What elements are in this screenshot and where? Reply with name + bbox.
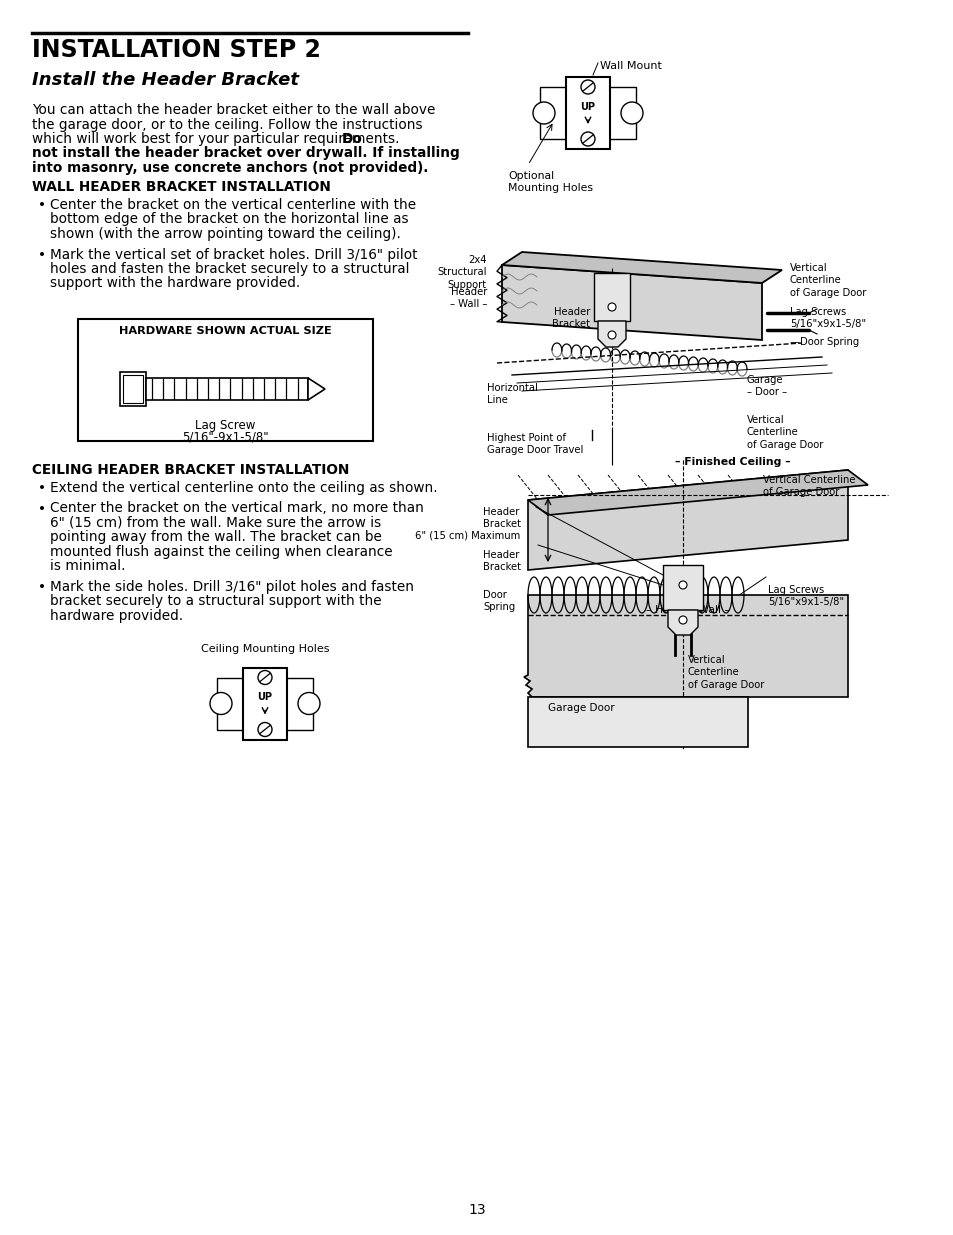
Text: – Header Wall –: – Header Wall –	[645, 605, 729, 615]
Text: not install the header bracket over drywall. If installing: not install the header bracket over dryw…	[32, 147, 459, 161]
Text: You can attach the header bracket either to the wall above: You can attach the header bracket either…	[32, 103, 435, 117]
Bar	[527, 697, 747, 747]
Text: Vertical
Centerline
of Garage Door: Vertical Centerline of Garage Door	[687, 655, 763, 690]
Bar	[243, 667, 287, 740]
Text: 6" (15 cm) Maximum: 6" (15 cm) Maximum	[415, 530, 519, 540]
Circle shape	[607, 303, 616, 311]
Polygon shape	[501, 266, 761, 340]
Text: Header
– Wall –: Header – Wall –	[449, 287, 486, 310]
Bar	[120, 372, 146, 406]
Polygon shape	[598, 321, 625, 347]
Text: Highest Point of
Garage Door Travel: Highest Point of Garage Door Travel	[486, 433, 583, 456]
Bar	[78, 319, 373, 441]
Text: support with the hardware provided.: support with the hardware provided.	[50, 277, 300, 290]
Text: Header
Bracket: Header Bracket	[482, 550, 520, 572]
Text: Vertical
Centerline
of Garage Door: Vertical Centerline of Garage Door	[789, 263, 865, 298]
Text: 13: 13	[468, 1203, 485, 1216]
Circle shape	[580, 80, 595, 94]
Text: Ceiling Mounting Holes: Ceiling Mounting Holes	[200, 643, 329, 653]
Text: is minimal.: is minimal.	[50, 559, 126, 573]
Text: the garage door, or to the ceiling. Follow the instructions: the garage door, or to the ceiling. Foll…	[32, 117, 422, 131]
Polygon shape	[501, 252, 781, 283]
Text: •: •	[38, 501, 46, 515]
Text: INSTALLATION STEP 2: INSTALLATION STEP 2	[32, 38, 320, 62]
Text: Extend the vertical centerline onto the ceiling as shown.: Extend the vertical centerline onto the …	[50, 480, 437, 495]
Bar	[539, 86, 636, 140]
Text: Vertical
Centerline
of Garage Door: Vertical Centerline of Garage Door	[746, 415, 822, 450]
Text: shown (with the arrow pointing toward the ceiling).: shown (with the arrow pointing toward th…	[50, 227, 400, 241]
Text: Header
Bracket: Header Bracket	[482, 508, 520, 530]
Text: Center the bracket on the vertical centerline with the: Center the bracket on the vertical cente…	[50, 198, 416, 212]
Text: Lag Screws
5/16"x9x1-5/8": Lag Screws 5/16"x9x1-5/8"	[789, 308, 865, 330]
Text: into masonry, use concrete anchors (not provided).: into masonry, use concrete anchors (not …	[32, 161, 428, 175]
Bar	[662, 564, 702, 610]
Text: CEILING HEADER BRACKET INSTALLATION: CEILING HEADER BRACKET INSTALLATION	[32, 463, 349, 477]
Text: •: •	[38, 480, 46, 495]
Bar	[216, 678, 313, 730]
Circle shape	[257, 671, 272, 684]
Polygon shape	[523, 595, 847, 697]
Text: Lag Screws
5/16"x9x1-5/8": Lag Screws 5/16"x9x1-5/8"	[767, 585, 843, 608]
Text: Header
Bracket: Header Bracket	[552, 308, 589, 330]
Text: which will work best for your particular requirements.: which will work best for your particular…	[32, 132, 403, 146]
Text: Horizontal
Line: Horizontal Line	[486, 383, 537, 405]
Text: Optional
Mounting Holes: Optional Mounting Holes	[507, 170, 593, 194]
Circle shape	[257, 722, 272, 736]
Text: hardware provided.: hardware provided.	[50, 609, 183, 622]
Text: Garage Door: Garage Door	[547, 703, 614, 713]
Text: bracket securely to a structural support with the: bracket securely to a structural support…	[50, 594, 381, 609]
Text: Do: Do	[341, 132, 362, 146]
Bar	[565, 77, 609, 149]
Text: Mark the vertical set of bracket holes. Drill 3/16" pilot: Mark the vertical set of bracket holes. …	[50, 247, 417, 262]
Text: WALL HEADER BRACKET INSTALLATION: WALL HEADER BRACKET INSTALLATION	[32, 180, 331, 194]
Polygon shape	[527, 471, 867, 515]
Bar	[123, 375, 143, 403]
Text: 6" (15 cm) from the wall. Make sure the arrow is: 6" (15 cm) from the wall. Make sure the …	[50, 516, 381, 530]
Text: Install the Header Bracket: Install the Header Bracket	[32, 70, 298, 89]
Text: 2x4
Structural
Support: 2x4 Structural Support	[437, 254, 486, 290]
Polygon shape	[308, 378, 325, 400]
Text: HARDWARE SHOWN ACTUAL SIZE: HARDWARE SHOWN ACTUAL SIZE	[119, 326, 332, 336]
Text: – Finished Ceiling –: – Finished Ceiling –	[675, 457, 790, 467]
Circle shape	[297, 693, 319, 715]
Polygon shape	[667, 610, 698, 635]
Text: UP: UP	[257, 693, 273, 703]
Text: •: •	[38, 580, 46, 594]
Text: pointing away from the wall. The bracket can be: pointing away from the wall. The bracket…	[50, 531, 381, 545]
Circle shape	[580, 132, 595, 146]
Text: Wall Mount: Wall Mount	[599, 61, 661, 70]
Text: •: •	[38, 247, 46, 262]
Bar	[594, 273, 629, 321]
Text: Door
Spring: Door Spring	[482, 590, 515, 613]
Circle shape	[679, 580, 686, 589]
Text: UP: UP	[579, 103, 595, 112]
Text: Lag Screw: Lag Screw	[195, 419, 255, 432]
Text: holes and fasten the bracket securely to a structural: holes and fasten the bracket securely to…	[50, 262, 409, 275]
Circle shape	[607, 331, 616, 338]
Text: Center the bracket on the vertical mark, no more than: Center the bracket on the vertical mark,…	[50, 501, 423, 515]
Circle shape	[679, 616, 686, 624]
Text: Garage
– Door –: Garage – Door –	[746, 375, 786, 398]
Circle shape	[620, 103, 642, 124]
Text: mounted flush against the ceiling when clearance: mounted flush against the ceiling when c…	[50, 545, 393, 559]
Text: Mark the side holes. Drill 3/16" pilot holes and fasten: Mark the side holes. Drill 3/16" pilot h…	[50, 580, 414, 594]
Circle shape	[533, 103, 555, 124]
Text: 5/16"-9x1-5/8": 5/16"-9x1-5/8"	[182, 431, 269, 445]
Bar	[146, 378, 308, 400]
Text: bottom edge of the bracket on the horizontal line as: bottom edge of the bracket on the horizo…	[50, 212, 408, 226]
Text: Vertical Centerline
of Garage Door: Vertical Centerline of Garage Door	[762, 475, 855, 498]
Text: —Door Spring: —Door Spring	[789, 337, 859, 347]
Text: •: •	[38, 198, 46, 212]
Polygon shape	[527, 471, 847, 571]
Circle shape	[210, 693, 232, 715]
